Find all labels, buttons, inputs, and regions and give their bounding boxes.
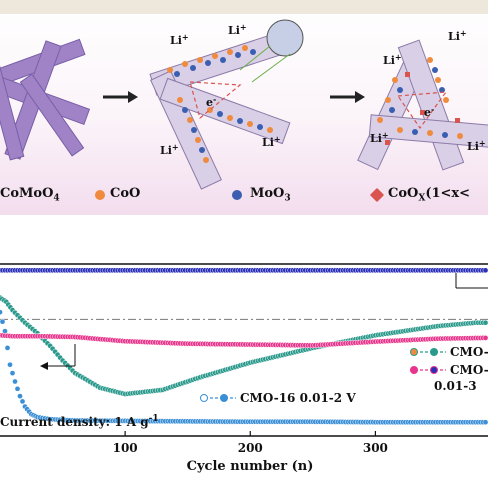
moo3-dot-icon: [232, 190, 242, 200]
electron-label: e-: [206, 94, 216, 109]
legend-label: CMO-16 0.01-2 V: [240, 391, 356, 405]
li-ion-label: Li+: [383, 52, 402, 67]
data-point: [4, 345, 11, 351]
x-tick-label: 100: [113, 441, 138, 455]
comoo4-label: CoMoO4: [0, 186, 60, 204]
legend-label: CMO-: [450, 363, 488, 377]
lithiated-rods-middle: [149, 19, 304, 190]
data-point: [482, 419, 488, 426]
legend-marker: [200, 394, 208, 402]
series-2: [0, 332, 488, 349]
coo-label: CoO: [110, 186, 141, 201]
x-tick-label: 200: [238, 441, 263, 455]
chart-svg: 100 200 300 Cycle number (n) Current densi…: [0, 263, 488, 474]
electron-label: e-: [424, 104, 434, 119]
data-point: [482, 267, 488, 274]
data-point: [14, 385, 21, 392]
li-ion-label: Li+: [228, 22, 247, 37]
legend-marker: [410, 366, 418, 374]
series-3: [0, 267, 488, 274]
data-point: [9, 370, 16, 376]
x-axis-title: Cycle number (n): [187, 459, 314, 474]
li-ion-label: Li+: [160, 142, 179, 157]
li-ion-label: Li+: [448, 28, 467, 43]
data-point: [0, 318, 6, 325]
legend-marker: [430, 348, 438, 356]
cycling-chart: 100 200 300 Cycle number (n) Current densi…: [0, 248, 488, 487]
pointer-arrow-head: [40, 362, 48, 370]
moo3-label: MoO3: [250, 186, 291, 204]
li-ion-label: Li+: [170, 32, 189, 47]
current-density-annotation: Current density: 1 A g-1: [0, 414, 159, 429]
comoo4-rods: [0, 38, 91, 161]
data-point: [482, 335, 488, 341]
legend-label: 0.01-3: [434, 379, 477, 393]
process-arrows: [103, 91, 365, 103]
data-point: [19, 398, 26, 405]
mechanism-schematic: Li+ Li+ Li+ Li+ e- Li+ Li+ Li+ Li+ e- Co…: [0, 0, 488, 215]
data-point: [12, 378, 18, 385]
legend-marker: [430, 366, 438, 374]
x-tick-label: 300: [363, 441, 388, 455]
material-legend: CoMoO4 CoO MoO3 CoOX(1<x<: [0, 186, 488, 208]
data-point: [482, 319, 488, 326]
coo-dot-icon: [95, 190, 105, 200]
top-band: [0, 0, 488, 14]
coox-label: CoOX(1<x<: [388, 186, 471, 204]
li-ion-label: Li+: [467, 138, 486, 153]
lithiated-rods-right: [357, 39, 488, 171]
li-ion-label: Li+: [370, 130, 389, 145]
data-point: [7, 361, 13, 368]
li-ion-label: Li+: [262, 134, 281, 149]
legend-marker: [220, 394, 228, 402]
coox-marker-icon: [369, 187, 385, 203]
legend-marker: [410, 348, 418, 356]
data-point: [0, 309, 3, 316]
ion-labels: Li+ Li+ Li+ Li+ e- Li+ Li+ Li+ Li+ e-: [160, 22, 486, 157]
schematic-svg: Li+ Li+ Li+ Li+ e- Li+ Li+ Li+ Li+ e-: [0, 19, 488, 190]
legend-label: CMO-: [450, 345, 488, 359]
data-point: [17, 393, 23, 399]
series-0: [0, 309, 488, 426]
